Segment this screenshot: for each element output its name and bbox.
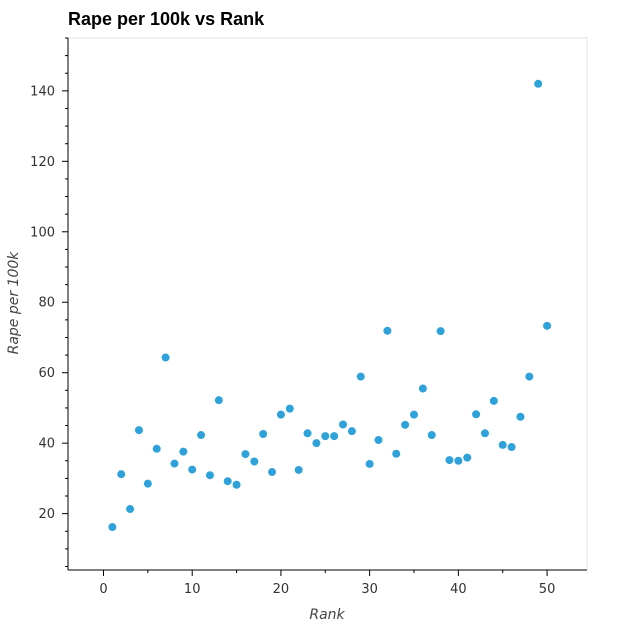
x-tick-label: 10: [184, 582, 201, 597]
y-tick-label: 80: [38, 296, 55, 311]
data-point: [339, 420, 348, 429]
y-tick-label: 60: [38, 366, 55, 381]
data-point: [356, 372, 365, 381]
y-tick-label: 140: [30, 84, 55, 99]
data-point: [401, 420, 410, 429]
data-point: [330, 432, 339, 441]
x-tick-label: 50: [539, 582, 556, 597]
data-point: [410, 410, 418, 419]
data-point: [179, 447, 188, 456]
x-axis: 0 10 20 30 40 50: [68, 569, 587, 597]
data-point: [303, 429, 312, 438]
data-point: [445, 456, 454, 465]
data-point: [294, 465, 303, 474]
x-axis-label: Rank: [309, 607, 345, 623]
chart-title: Rape per 100k vs Rank: [68, 9, 265, 29]
data-point: [223, 477, 232, 486]
data-point: [436, 327, 445, 336]
x-tick-label: 40: [450, 582, 467, 597]
data-point: [489, 396, 498, 405]
x-tick-label: 0: [99, 582, 107, 597]
data-point: [516, 412, 525, 421]
data-point: [534, 79, 543, 88]
data-point: [480, 429, 489, 438]
data-point: [250, 457, 259, 466]
data-point: [454, 456, 463, 465]
data-point: [259, 430, 268, 439]
data-point: [143, 479, 152, 488]
data-point: [463, 453, 472, 462]
data-point: [392, 449, 401, 458]
x-tick-label: 20: [273, 582, 290, 597]
data-point: [427, 431, 436, 440]
data-point: [285, 404, 294, 413]
data-point: [188, 465, 197, 474]
data-point: [161, 353, 170, 362]
data-point: [276, 410, 285, 419]
data-point: [418, 384, 427, 393]
y-tick-label: 120: [30, 155, 55, 170]
data-point: [117, 470, 126, 479]
plot-frame: [67, 37, 588, 571]
data-point: [152, 444, 161, 453]
data-point: [472, 410, 481, 419]
data-point: [134, 426, 143, 435]
y-tick-label: 20: [38, 507, 55, 522]
data-point: [126, 505, 135, 514]
data-point: [241, 450, 250, 459]
data-point: [268, 468, 277, 477]
data-point: [374, 435, 383, 444]
x-tick-label: 30: [361, 582, 378, 597]
data-point: [232, 480, 241, 489]
data-point: [525, 372, 534, 381]
data-point: [312, 439, 321, 448]
data-point: [205, 471, 214, 480]
data-point: [347, 427, 356, 436]
data-point: [383, 326, 392, 335]
data-point: [321, 432, 330, 441]
data-point: [365, 459, 374, 468]
data-points: [108, 79, 552, 532]
y-tick-label: 100: [30, 225, 55, 240]
data-point: [108, 523, 117, 532]
y-tick-label: 40: [38, 437, 55, 452]
y-axis-label: Rape per 100k: [6, 251, 22, 355]
data-point: [170, 459, 179, 468]
data-point: [507, 443, 516, 452]
data-point: [214, 396, 223, 405]
data-point: [197, 431, 206, 440]
data-point: [543, 321, 552, 330]
y-axis: 20 40 60 80 100 120 140: [30, 37, 69, 570]
data-point: [498, 440, 507, 449]
